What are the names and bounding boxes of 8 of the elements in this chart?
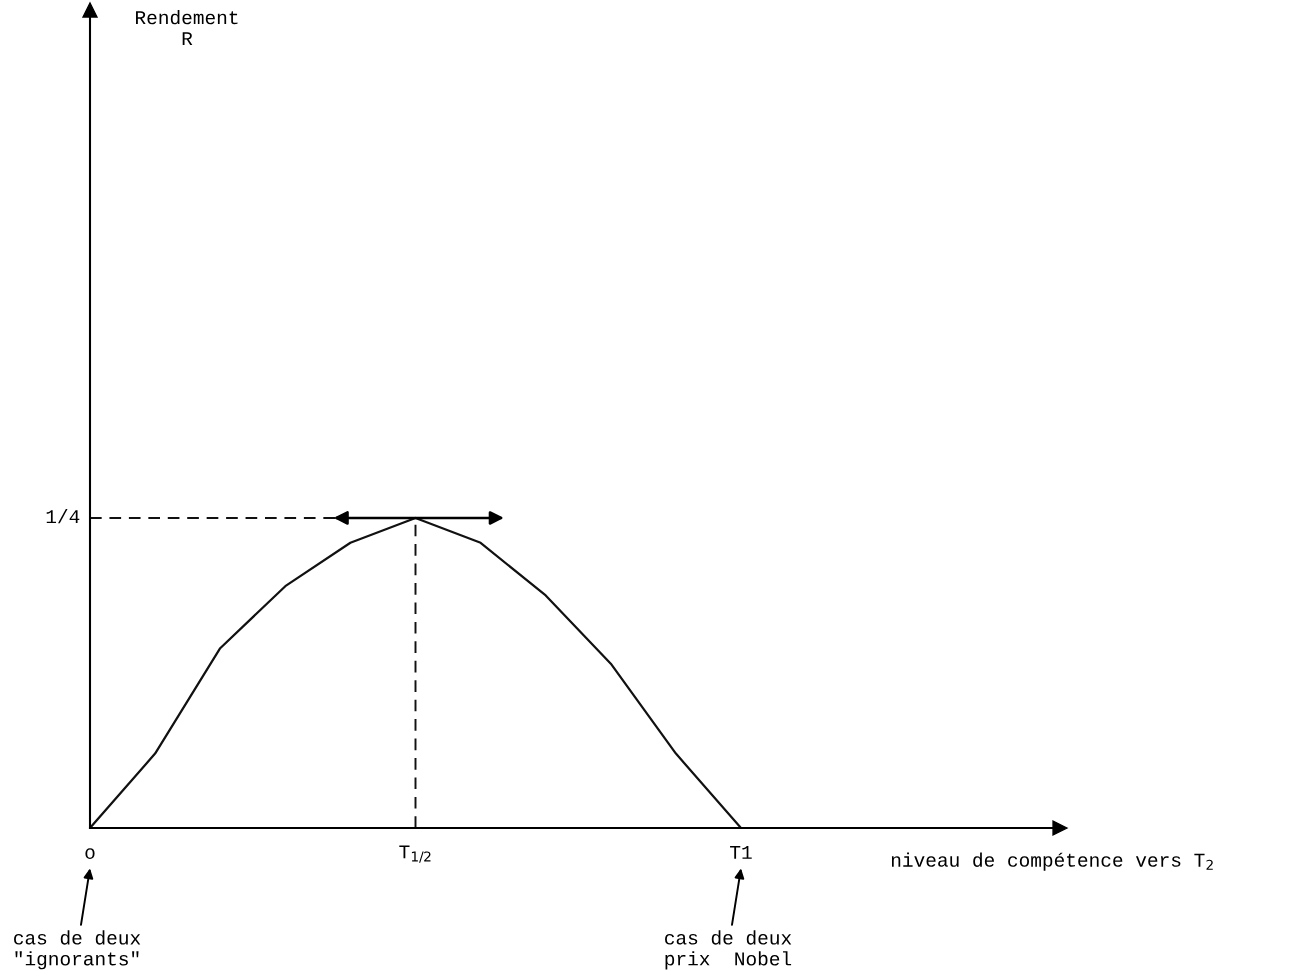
x-tick-label: o	[85, 848, 95, 859]
text: niveau de compétence vers T$_{2}$	[891, 852, 1213, 871]
text: cas de deux "ignorants"	[14, 930, 141, 970]
text: cas de deux prix Nobel	[665, 930, 792, 970]
x-tick-label: T$_{1/2}$	[399, 845, 431, 863]
x-tick-label: T1	[730, 845, 752, 859]
ref-line-label: 1/4	[46, 508, 80, 524]
text: Rendement R	[136, 10, 238, 46]
